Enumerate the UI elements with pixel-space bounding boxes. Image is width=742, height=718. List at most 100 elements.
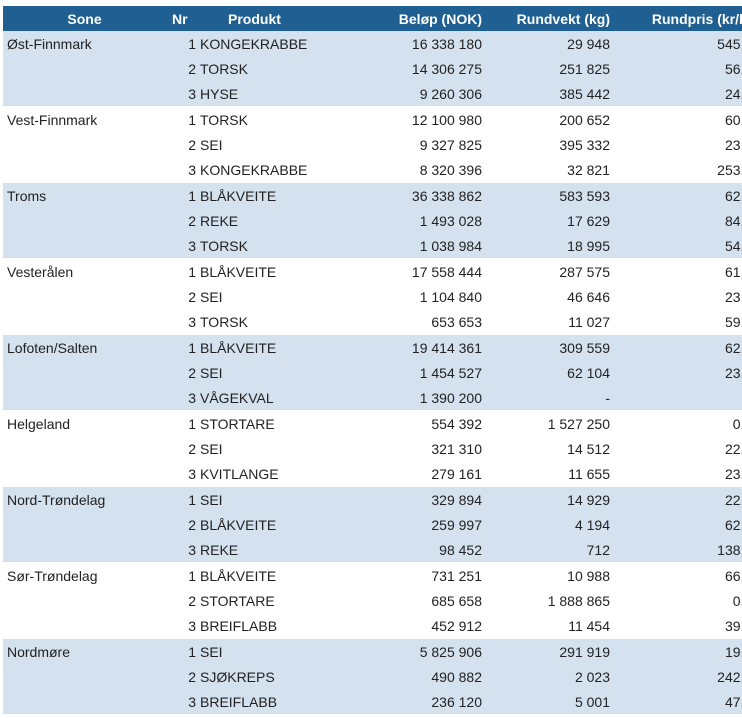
cell-produkt: BLÅKVEITE [200, 567, 277, 584]
cell-belop: 731 251 [431, 567, 482, 584]
cell-rundvekt: 18 995 [486, 233, 614, 259]
cell-nr: 3 [166, 81, 198, 107]
cell-produkt: KVITLANGE [198, 461, 374, 487]
cell-rundvekt: 583 593 [486, 182, 614, 208]
cell-rundvekt: 1 888 865 [547, 592, 610, 609]
cell-nr: 2 [166, 664, 198, 689]
cell-sone [3, 588, 166, 613]
cell-produkt: REKE [198, 208, 374, 233]
cell-belop: 9 327 825 [419, 136, 482, 153]
cell-rundvekt: 2 023 [486, 664, 614, 689]
header-rundpris: Rundpris (kr/kg) [614, 6, 742, 31]
cell-rundvekt: 4 194 [486, 512, 614, 537]
cell-sone [3, 132, 166, 157]
cell-produkt: TORSK [200, 111, 248, 128]
cell-sone: Nordmøre [3, 638, 166, 664]
cell-nr: 3 [166, 689, 198, 715]
cell-nr: 2 [166, 512, 198, 537]
cell-nr: 1 [166, 31, 198, 56]
cell-rundpris: 62,00 [614, 512, 742, 537]
cell-nr: 2 [166, 360, 198, 385]
cell-rundvekt: 11 655 [486, 461, 614, 487]
header-row: Sone Nr Produkt Beløp (NOK) Rundvekt (kg… [3, 6, 742, 31]
cell-sone [3, 56, 166, 81]
cell-belop: 329 894 [374, 486, 486, 512]
table-header: Sone Nr Produkt Beløp (NOK) Rundvekt (kg… [3, 6, 742, 31]
cell-nr: 2 [188, 592, 196, 609]
cell-belop: 16 338 180 [374, 31, 486, 56]
cell-nr: 1 [166, 638, 198, 664]
cell-nr: 1 [166, 334, 198, 360]
cell-sone [3, 664, 166, 689]
cell-rundpris: 54,70 [614, 233, 742, 259]
cell-rundvekt: 395 332 [559, 136, 610, 153]
cell-rundvekt: 385 442 [486, 81, 614, 107]
cell-rundpris: 138,37 [614, 537, 742, 563]
cell-rundpris: 39,54 [614, 613, 742, 639]
header-produkt: Produkt [198, 6, 374, 31]
cell-sone: Vest-Finnmark [7, 111, 98, 128]
cell-rundpris: 60,31 [724, 111, 742, 128]
cell-nr: 1 [188, 111, 196, 128]
cell-produkt: STORTARE [200, 592, 275, 609]
cell-belop: 685 658 [431, 592, 482, 609]
cell-rundvekt: 11 027 [486, 309, 614, 335]
cell-sone [3, 436, 166, 461]
cell-nr: 3 [166, 233, 198, 259]
cell-produkt: TORSK [198, 309, 374, 335]
cell-nr: 1 [188, 263, 196, 280]
cell-rundpris: 22,14 [724, 440, 742, 457]
cell-nr: 1 [166, 182, 198, 208]
cell-belop: 279 161 [374, 461, 486, 487]
cell-produkt: BREIFLABB [198, 689, 374, 715]
cell-belop: 5 825 906 [374, 638, 486, 664]
cell-nr: 2 [166, 56, 198, 81]
cell-sone: Vesterålen [7, 263, 74, 280]
cell-produkt: BLÅKVEITE [198, 512, 374, 537]
cell-rundvekt: 62 104 [486, 360, 614, 385]
cell-belop: 236 120 [374, 689, 486, 715]
cell-nr: 2 [188, 288, 196, 305]
cell-belop: 259 997 [374, 512, 486, 537]
cell-belop: 8 320 396 [374, 157, 486, 183]
cell-rundpris: 23,69 [724, 288, 742, 305]
cell-produkt: BLÅKVEITE [200, 263, 277, 280]
cell-belop: 36 338 862 [374, 182, 486, 208]
cell-rundvekt: 11 454 [486, 613, 614, 639]
cell-rundpris: 19,96 [614, 638, 742, 664]
cell-rundvekt: 32 821 [486, 157, 614, 183]
header-rundvekt: Rundvekt (kg) [486, 6, 614, 31]
table-row: Øst-Finnmark 1 KONGEKRABBE 16 338 180 29 948… [3, 31, 742, 56]
cell-belop: 17 558 444 [411, 263, 482, 280]
table-row: 3 VÅGEKVAL 1 390 200- [3, 385, 742, 411]
cell-produkt: TORSK [198, 233, 374, 259]
cell-nr: 1 [166, 486, 198, 512]
cell-nr: 2 [188, 136, 196, 153]
cell-nr: 3 [166, 309, 198, 335]
cell-sone [3, 385, 166, 411]
cell-rundvekt: 14 929 [486, 486, 614, 512]
cell-produkt: VÅGEKVAL [198, 385, 374, 411]
cell-rundpris: 62,27 [614, 182, 742, 208]
cell-produkt: BREIFLABB [198, 613, 374, 639]
cell-produkt: TORSK [198, 56, 374, 81]
cell-rundvekt: 46 646 [567, 288, 610, 305]
cell-rundvekt: 17 629 [486, 208, 614, 233]
header-belop: Beløp (NOK) [374, 6, 486, 31]
cell-rundpris: 23,42 [614, 360, 742, 385]
cell-sone: Øst-Finnmark [3, 31, 166, 56]
